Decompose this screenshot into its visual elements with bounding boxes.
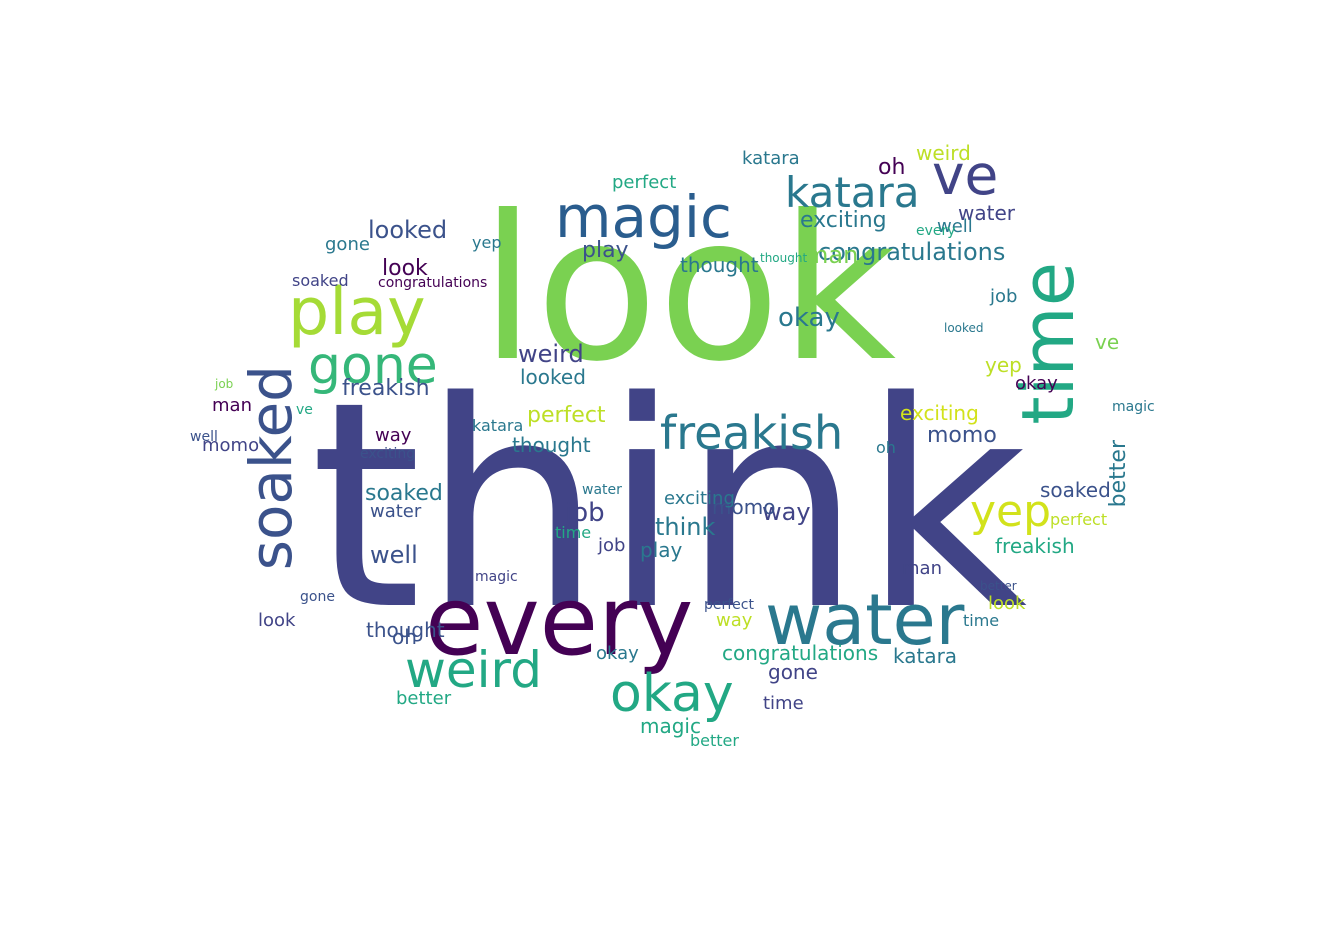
cloud-word-looked: looked [944,321,984,335]
cloud-word-better: better [980,579,1017,593]
cloud-word-ve: ve [296,402,313,418]
cloud-word-thought: thought [680,253,759,277]
cloud-word-play: play [640,538,683,562]
cloud-word-gone: gone [325,234,370,255]
cloud-word-congratulations: congratulations [378,275,488,291]
cloud-word-freakish: freakish [995,534,1075,558]
cloud-word-job: job [215,377,234,391]
cloud-word-okay: okay [610,664,734,724]
cloud-word-katara: katara [742,148,800,169]
cloud-word-gone: gone [308,336,438,396]
cloud-word-exciting: exciting [800,208,887,233]
cloud-word-job: job [990,286,1018,307]
cloud-word-katara: katara [893,644,958,668]
cloud-word-man: man [212,395,252,416]
cloud-word-okay: okay [778,303,840,333]
cloud-word-yep: yep [985,353,1022,377]
cloud-word-oh: oh [876,438,896,457]
cloud-word-okay: okay [1015,373,1058,394]
cloud-word-better: better [1106,440,1131,508]
cloud-word-time: time [1006,262,1090,425]
cloud-word-man: man [902,558,942,579]
cloud-word-better: better [396,688,452,709]
cloud-word-magic: magic [555,183,732,251]
cloud-word-exciting: exciting [900,401,979,425]
cloud-word-every: every [916,223,956,239]
cloud-word-way: way [375,425,412,446]
cloud-word-man: man [805,241,859,269]
cloud-word-way: way [762,498,811,526]
cloud-word-water: water [958,201,1015,225]
cloud-word-look: look [258,610,296,631]
cloud-word-perfect: perfect [612,172,677,193]
cloud-word-time: time [963,611,1000,630]
cloud-word-gone: gone [300,589,335,605]
cloud-word-momo: momo [927,423,997,448]
cloud-word-weird: weird [405,641,542,699]
cloud-word-soaked: soaked [292,271,349,290]
cloud-word-magic: magic [1112,399,1155,415]
cloud-word-yep: yep [472,233,502,252]
cloud-word-time: time [763,693,804,714]
cloud-word-water: water [765,579,965,661]
cloud-word-katara: katara [472,416,524,435]
cloud-word-ve: ve [1095,330,1120,354]
cloud-word-look: look [480,173,897,406]
cloud-word-well: well [190,429,218,445]
cloud-word-think: think [655,513,716,541]
cloud-word-soaked: soaked [365,481,443,506]
cloud-word-momo: momo [712,495,776,519]
cloud-word-well: well [937,216,973,237]
cloud-word-soaked: soaked [1040,478,1111,502]
cloud-word-look: look [988,593,1026,614]
cloud-word-momo: momo [202,435,260,456]
cloud-word-looked: looked [520,365,586,389]
cloud-word-better: better [690,731,739,750]
cloud-word-ve: ve [932,143,999,207]
cloud-word-thought: thought [512,433,591,457]
cloud-word-exciting: exciting [360,446,416,462]
cloud-word-water: water [370,501,422,522]
cloud-word-perfect: perfect [527,403,606,428]
cloud-word-water: water [582,482,622,498]
cloud-word-gone: gone [768,660,818,684]
cloud-word-magic: magic [475,569,518,585]
cloud-word-freakish: freakish [342,376,430,401]
cloud-word-congratulations: congratulations [722,641,879,665]
cloud-word-freakish: freakish [660,406,844,460]
cloud-word-oh: oh [392,625,417,649]
cloud-word-looked: looked [368,216,448,244]
cloud-word-time: time [555,523,592,542]
cloud-word-thought: thought [366,618,445,642]
cloud-word-perfect: perfect [704,597,754,613]
cloud-word-katara: katara [785,168,920,217]
cloud-word-weird: weird [518,340,584,368]
cloud-word-way: way [716,610,753,631]
cloud-word-perfect: perfect [1050,510,1108,529]
cloud-word-exciting: exciting [664,488,735,509]
cloud-word-look: look [382,256,428,281]
cloud-word-okay: okay [596,643,639,664]
cloud-word-thought: thought [760,251,808,265]
cloud-word-weird: weird [916,141,971,165]
cloud-word-oh: oh [878,155,906,180]
cloud-word-yep: yep [970,486,1052,537]
cloud-word-well: well [370,541,418,569]
cloud-word-play: play [582,238,629,263]
cloud-word-every: every [425,567,694,677]
cloud-word-congratulations: congratulations [818,238,1006,266]
cloud-word-think: think [310,341,1028,673]
cloud-word-job: job [598,535,626,556]
cloud-word-job: job [565,498,605,528]
cloud-word-play: play [288,275,426,350]
cloud-word-magic: magic [640,714,701,738]
